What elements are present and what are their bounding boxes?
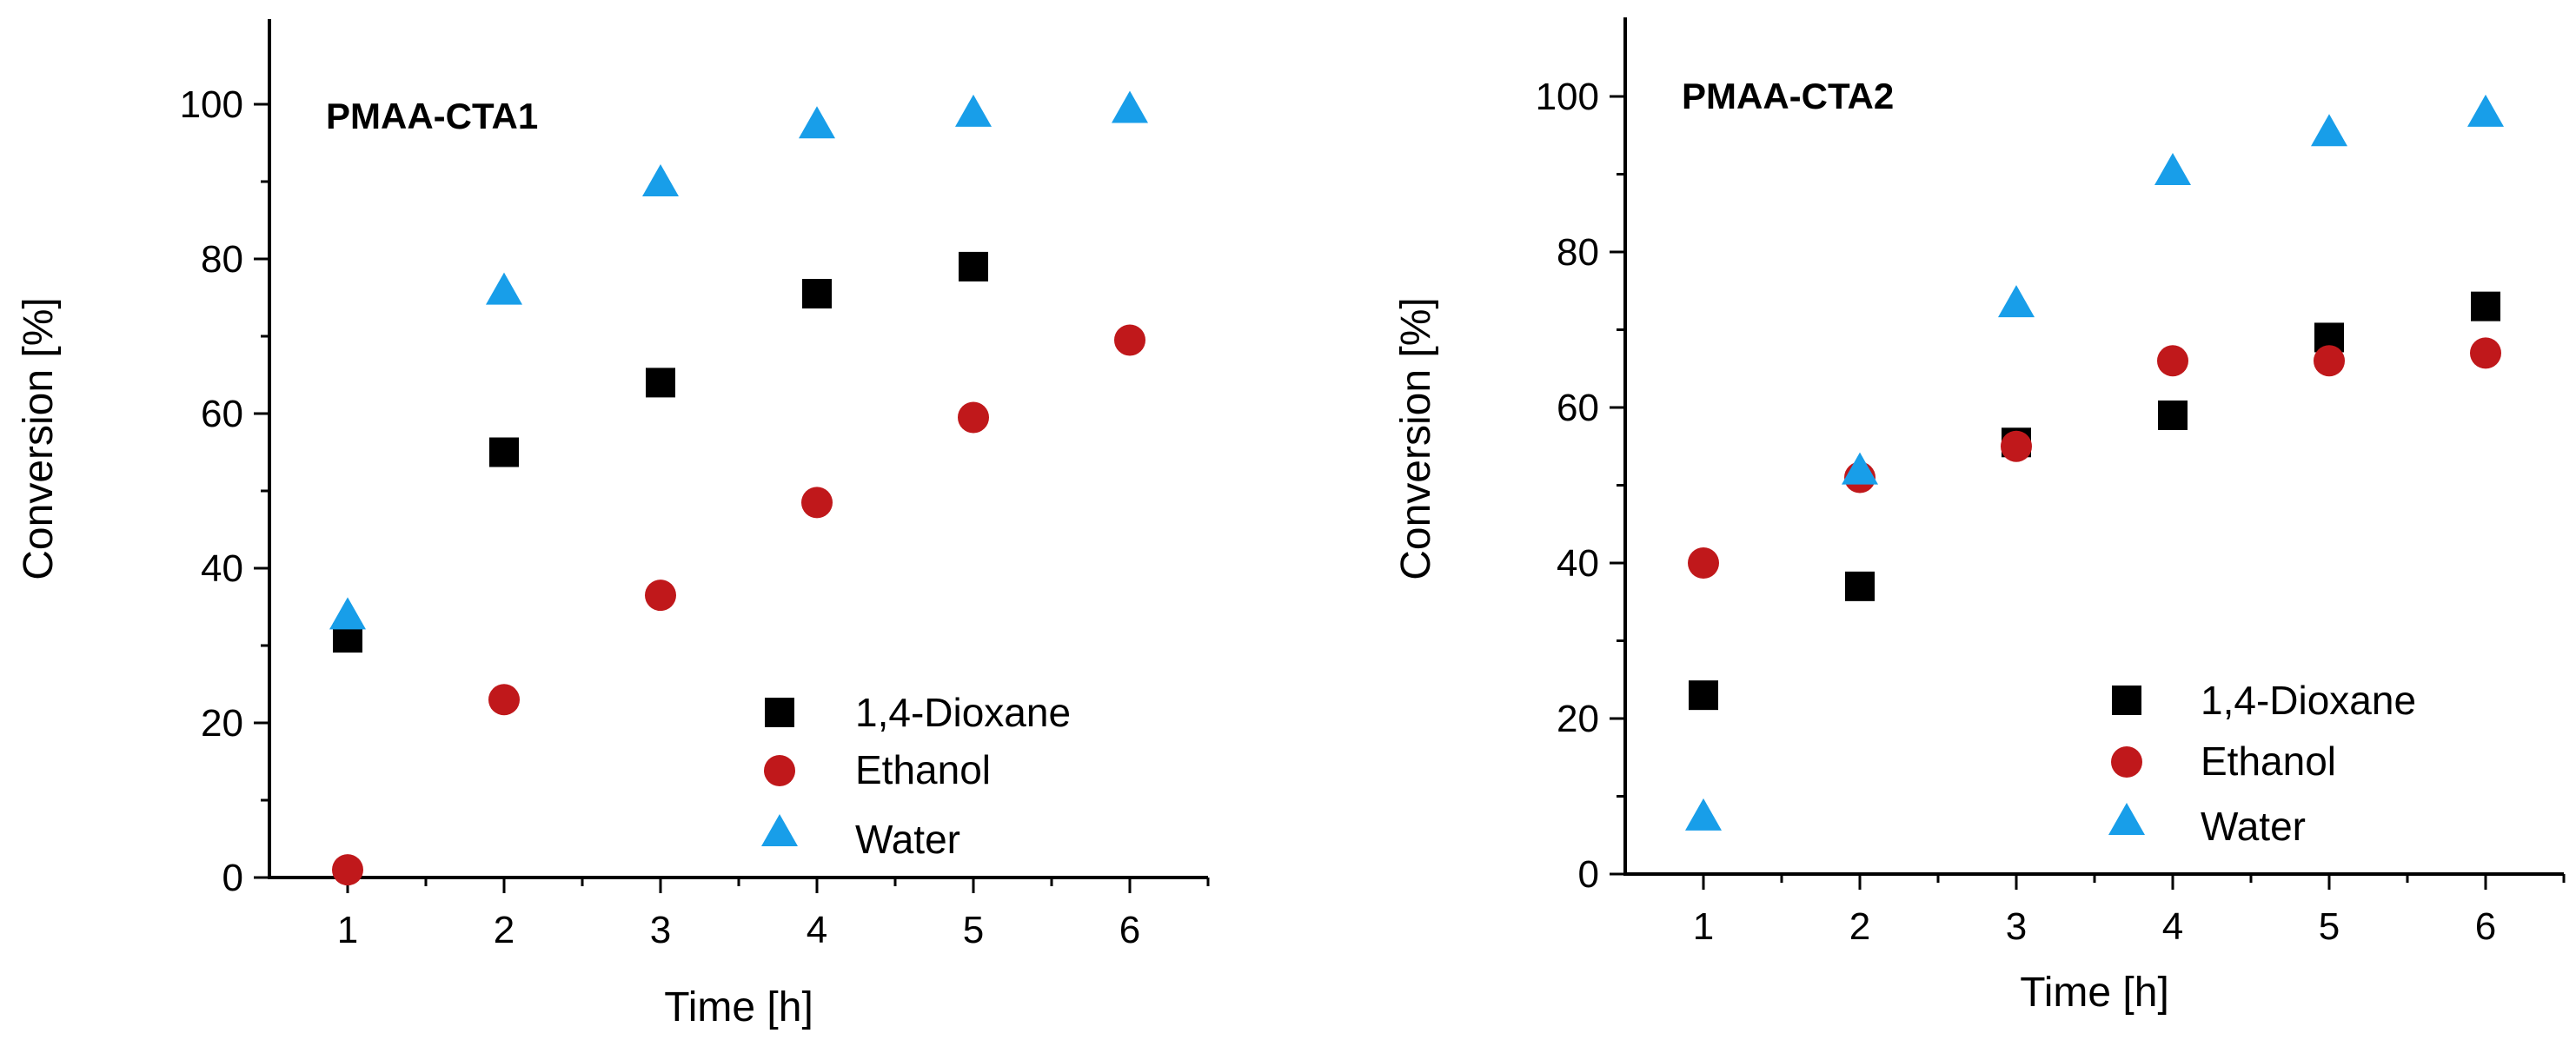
y-tick-label: 20 <box>1557 698 1599 740</box>
data-point-1-4-dioxane <box>489 437 519 467</box>
data-point-water <box>799 106 835 139</box>
legend-label-dioxane: 1,4-Dioxane <box>2201 678 2416 723</box>
x-tick-label: 2 <box>1849 905 1870 948</box>
y-tick-label: 40 <box>1557 542 1599 585</box>
data-point-ethanol <box>2001 430 2032 462</box>
data-point-1-4-dioxane <box>646 368 675 398</box>
y-tick-label: 20 <box>201 702 243 745</box>
legend-marker-water <box>2108 803 2145 835</box>
y-ticks: 0 20 40 60 80 100 <box>180 83 269 899</box>
x-axis-title: Time [h] <box>664 984 813 1030</box>
data-point-1-4-dioxane <box>959 251 988 282</box>
data-point-water <box>2154 153 2191 186</box>
data-point-water <box>2311 114 2347 147</box>
legend-marker-ethanol <box>2111 746 2142 778</box>
data-point-water <box>955 94 992 127</box>
x-tick-label: 6 <box>2475 905 2496 948</box>
data-point-water <box>1998 285 2035 318</box>
x-tick-label: 1 <box>1693 905 1714 948</box>
y-tick-label: 100 <box>1536 76 1599 118</box>
legend-label-ethanol: Ethanol <box>855 747 991 792</box>
data-point-ethanol <box>2470 337 2501 369</box>
x-tick-label: 4 <box>2162 905 2183 948</box>
markers <box>329 90 1148 886</box>
legend-marker-dioxane <box>2112 686 2141 715</box>
x-tick-label: 3 <box>2006 905 2027 948</box>
markers <box>1685 94 2504 831</box>
x-tick-label: 1 <box>337 909 358 951</box>
y-axis-title: Conversion [%] <box>1393 297 1439 580</box>
y-ticks: 0 20 40 60 80 100 <box>1536 76 1625 896</box>
data-point-ethanol <box>488 684 520 716</box>
y-tick-label: 60 <box>1557 387 1599 429</box>
x-tick-label: 4 <box>807 909 827 951</box>
y-tick-label: 40 <box>201 547 243 590</box>
legend-marker-ethanol <box>764 755 795 786</box>
chart-title: PMAA-CTA1 <box>326 96 538 136</box>
chart-panel-2: 0 20 40 60 80 100 1 2 3 4 5 6 PMAA-CTA2 Conversion… <box>1393 17 2566 1016</box>
data-point-1-4-dioxane <box>2471 291 2500 321</box>
data-point-1-4-dioxane <box>802 279 832 309</box>
data-point-ethanol <box>958 401 989 434</box>
y-tick-label: 60 <box>201 393 243 435</box>
x-ticks: 1 2 3 4 5 6 <box>1693 874 2566 948</box>
data-point-ethanol <box>2157 345 2188 377</box>
legend-marker-water <box>761 814 798 846</box>
x-tick-label: 5 <box>2319 905 2340 948</box>
x-ticks: 1 2 3 4 5 6 <box>337 878 1210 951</box>
chart-title: PMAA-CTA2 <box>1682 76 1894 116</box>
y-axis-title: Conversion [%] <box>16 297 62 580</box>
chart-panel-1: 0 20 40 60 80 100 1 2 3 4 5 6 PMAA-CTA1 Conversion… <box>16 19 1210 1030</box>
data-point-water <box>1685 798 1722 831</box>
y-tick-label: 80 <box>1557 231 1599 274</box>
data-point-ethanol <box>332 854 363 886</box>
data-point-water <box>1112 90 1148 123</box>
x-tick-label: 5 <box>963 909 984 951</box>
data-point-water <box>642 164 679 196</box>
data-point-ethanol <box>1114 324 1145 356</box>
y-tick-label: 0 <box>222 857 243 899</box>
legend-label-ethanol: Ethanol <box>2201 739 2336 784</box>
x-tick-label: 6 <box>1119 909 1140 951</box>
data-point-1-4-dioxane <box>2158 400 2188 430</box>
data-point-ethanol <box>2314 345 2345 377</box>
data-point-water <box>1842 452 1878 485</box>
data-point-water <box>2467 94 2504 127</box>
legend-label-dioxane: 1,4-Dioxane <box>855 690 1071 735</box>
y-tick-label: 100 <box>180 83 243 126</box>
data-point-1-4-dioxane <box>1689 680 1718 711</box>
data-point-ethanol <box>1688 547 1719 579</box>
data-point-ethanol <box>645 580 676 612</box>
legend-label-water: Water <box>2201 804 2306 849</box>
y-tick-label: 80 <box>201 238 243 281</box>
data-point-water <box>329 597 366 630</box>
legend: 1,4-Dioxane Ethanol Water <box>2108 678 2416 849</box>
legend: 1,4-Dioxane Ethanol Water <box>761 690 1071 862</box>
x-tick-label: 3 <box>650 909 671 951</box>
x-tick-label: 2 <box>494 909 515 951</box>
data-point-water <box>486 272 522 305</box>
data-point-1-4-dioxane <box>1845 571 1875 601</box>
y-tick-label: 0 <box>1578 853 1599 896</box>
legend-marker-dioxane <box>765 698 794 727</box>
x-axis-title: Time [h] <box>2020 970 2169 1016</box>
legend-label-water: Water <box>855 817 960 862</box>
data-point-ethanol <box>801 487 833 519</box>
